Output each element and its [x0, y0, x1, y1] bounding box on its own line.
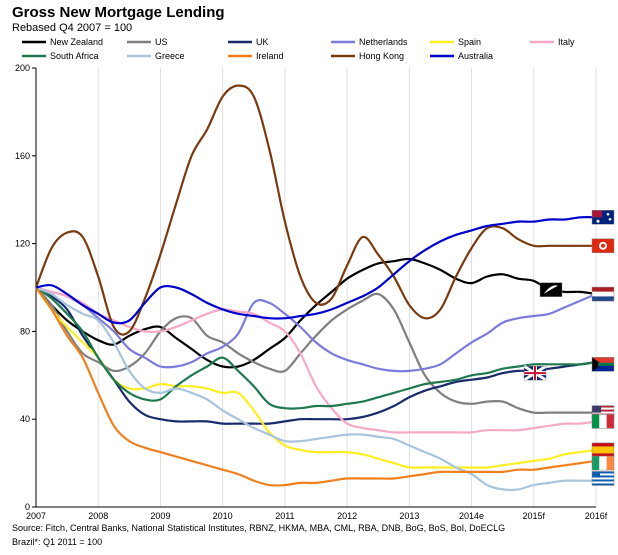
- legend-label-spain: Spain: [458, 37, 481, 47]
- chart-axes: 2007 2008 2009 2010 2011 2012 2013 2014e 2015f 20…: [15, 63, 608, 521]
- y-tick-label-40: 40: [20, 414, 30, 424]
- source-note: Source: Fitch, Central Banks, National S…: [12, 523, 506, 533]
- flag-australia: [591, 210, 615, 225]
- legend-label-south-africa: South Africa: [50, 51, 99, 61]
- legend-label-australia: Australia: [458, 51, 493, 61]
- x-tick-label-2013: 2013: [399, 511, 419, 521]
- y-tick-label-0: 0: [25, 502, 30, 512]
- legend-label-greece: Greece: [155, 51, 185, 61]
- y-tick-label-160: 160: [15, 151, 30, 161]
- flag-netherlands: [591, 286, 615, 302]
- x-tick-label-2016f: 2016f: [585, 511, 608, 521]
- chart-subtitle: Rebased Q4 2007 = 100: [12, 22, 133, 34]
- series-line-italy: [35, 286, 597, 434]
- series-line-us: [35, 286, 596, 415]
- y-tick-label-200: 200: [15, 63, 30, 73]
- series-line-greece: [35, 286, 597, 492]
- chart-grid: [35, 68, 597, 507]
- flag-ireland: [591, 455, 615, 471]
- x-tick-label-2009: 2009: [150, 511, 170, 521]
- series-line-australia: [35, 216, 597, 325]
- legend-label-hong-kong: Hong Kong: [359, 51, 404, 61]
- legend-label-italy: Italy: [558, 37, 575, 47]
- y-tick-label-120: 120: [15, 239, 30, 249]
- series-line-netherlands: [35, 286, 597, 373]
- y-tick-label-80: 80: [20, 326, 30, 336]
- legend-label-netherlands: Netherlands: [359, 37, 408, 47]
- flag-south-africa: [591, 357, 615, 372]
- x-tick-label-2014e: 2014e: [459, 511, 484, 521]
- series-line-south-africa: [35, 286, 597, 410]
- country-flags: [523, 210, 615, 486]
- legend-label-us: US: [155, 37, 168, 47]
- flag-new-zealand: [539, 282, 563, 297]
- legend-label-new-zealand: New Zealand: [50, 37, 103, 47]
- base-note: Brazil*: Q1 2011 = 100: [12, 537, 103, 547]
- x-tick-label-2007: 2007: [26, 511, 46, 521]
- series-line-new-zealand: [35, 257, 597, 369]
- flag-uk: [523, 364, 547, 382]
- series-line-hong-kong: [34, 84, 596, 336]
- x-tick-label-2015f: 2015f: [523, 511, 546, 521]
- flag-spain: [591, 442, 615, 458]
- series-line-ireland: [35, 286, 597, 487]
- legend-label-ireland: Ireland: [256, 51, 284, 61]
- flag-italy: [591, 414, 615, 429]
- series-line-uk: [35, 286, 597, 425]
- flag-greece: [591, 471, 615, 486]
- series-line-spain: [35, 286, 597, 469]
- x-tick-label-2008: 2008: [88, 511, 108, 521]
- chart-legend: New Zealand US UK Netherlands Spain Italy Sout…: [22, 37, 575, 61]
- x-tick-label-2011: 2011: [275, 511, 294, 521]
- x-tick-label-2010: 2010: [213, 511, 233, 521]
- chart-title: Gross New Mortgage Lending: [12, 4, 225, 21]
- legend-label-uk: UK: [256, 37, 269, 47]
- x-tick-label-2012: 2012: [337, 511, 357, 521]
- flag-hong-kong: [591, 238, 615, 254]
- chart-series: [34, 84, 597, 492]
